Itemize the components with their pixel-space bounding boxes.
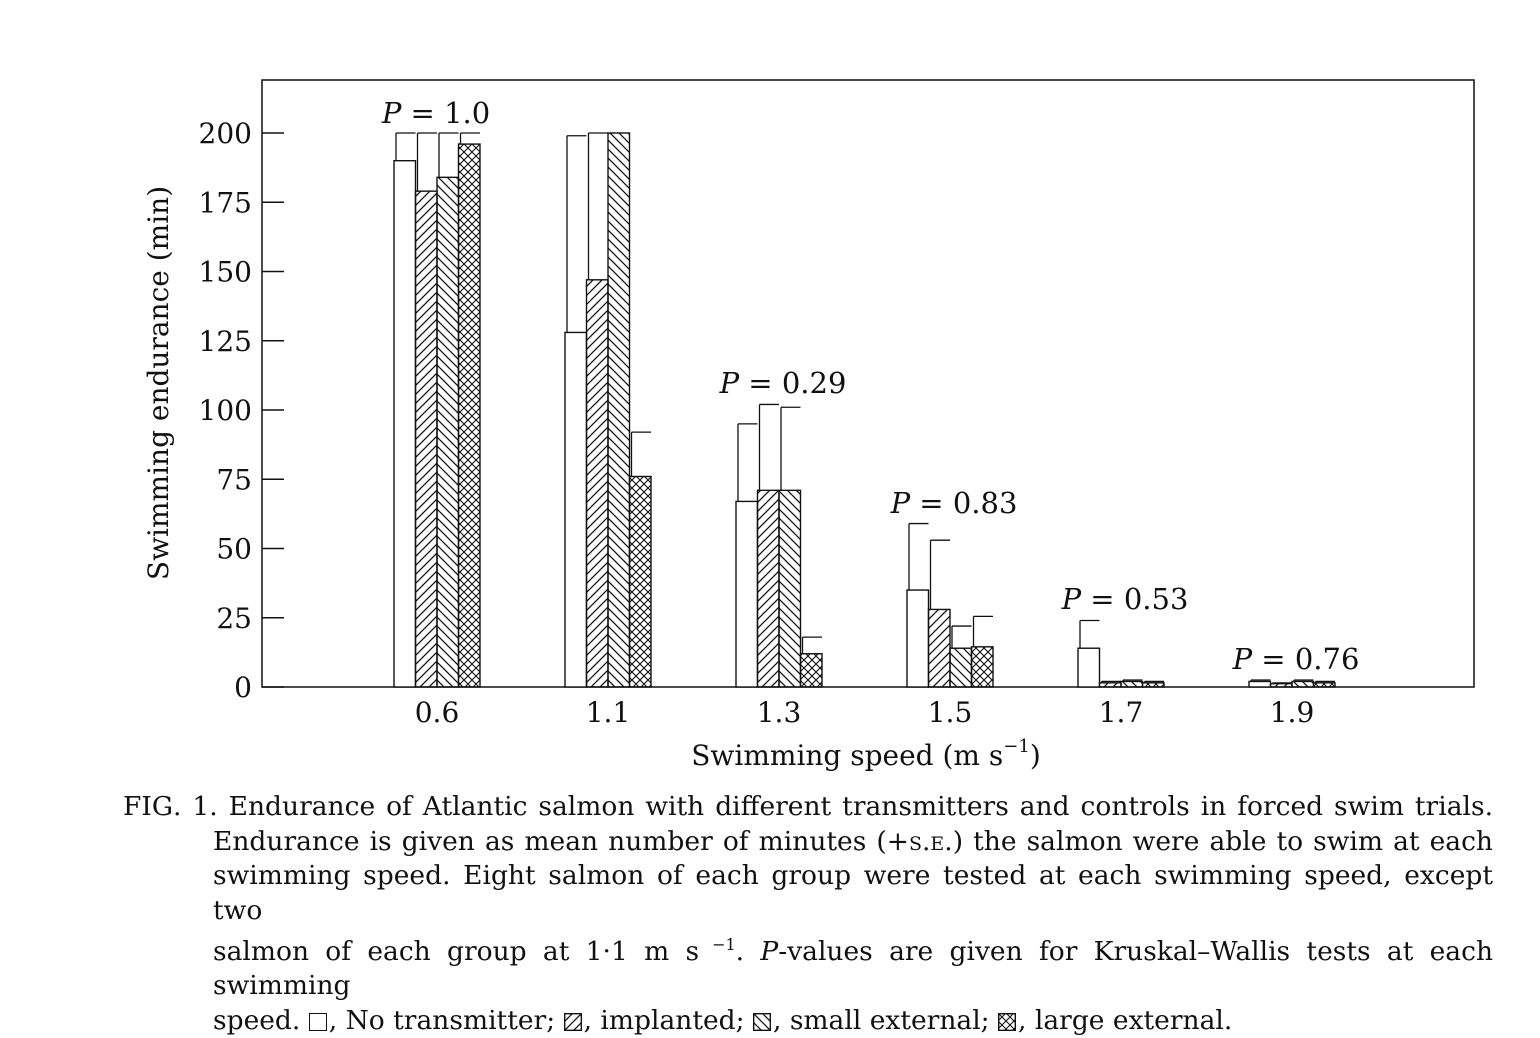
x-axis-label: Swimming speed (m s−1) (691, 736, 1041, 772)
x-tick-label: 1.3 (757, 696, 802, 729)
x-axis-label-main: Swimming speed (m s (691, 739, 1003, 772)
caption-line-1-text: . 1. Endurance of Atlantic salmon with d… (173, 791, 1493, 822)
caption-line-4-italic: P (760, 936, 778, 967)
bar-no-transmitter (1078, 648, 1100, 687)
legend-swatch-implanted (564, 1013, 582, 1031)
bar-small-external (608, 133, 630, 687)
p-value-label: P = 0.29 (719, 366, 847, 400)
x-axis-label-close: ) (1030, 739, 1041, 772)
caption-fig-smallcaps: IG (141, 791, 173, 822)
x-tick-label: 1.1 (586, 696, 631, 729)
legend-swatch-no-transmitter (309, 1013, 327, 1031)
bar-large-external (630, 476, 652, 687)
p-value-annotations: P = 1.0 P = 0.29 P = 0.83 P = 0.53 P = 0.76 (381, 96, 1360, 676)
p-value-label: P = 0.76 (1232, 642, 1360, 676)
bar-no-transmitter (394, 161, 416, 687)
bar-implanted (758, 490, 780, 687)
caption-line-2a: Endurance is given as mean number of min… (213, 826, 909, 857)
x-tick-label: 1.9 (1270, 696, 1315, 729)
y-tick-label: 75 (216, 463, 252, 496)
x-tick-label: 0.6 (415, 696, 460, 729)
x-axis-label-sup: −1 (1003, 736, 1030, 757)
caption-line-4b: . (736, 936, 761, 967)
bar-implanted (929, 609, 951, 687)
caption-line-4: salmon of each group at 1·1 m s −1. P-va… (213, 928, 1493, 1004)
bar-large-external (1314, 683, 1336, 687)
legend-no-transmitter: , No transmitter; (329, 1005, 564, 1036)
y-tick-label: 175 (199, 186, 252, 219)
bar-large-external (459, 144, 481, 687)
x-axis: 0.6 1.1 1.3 1.5 1.7 1.9 (415, 696, 1315, 729)
bar-implanted (1271, 684, 1293, 687)
bar-small-external (779, 490, 801, 687)
figure-caption: FIG. 1. Endurance of Atlantic salmon wit… (123, 790, 1493, 1038)
bar-no-transmitter (736, 501, 758, 687)
y-tick-label: 150 (199, 256, 252, 289)
legend-swatch-large-external (998, 1013, 1016, 1031)
chart: 0 25 50 75 100 125 150 175 200 0.6 1.1 1.3 1.5 1.7 1.… (0, 0, 1540, 790)
bar-large-external (801, 654, 823, 687)
bar-implanted (1100, 683, 1122, 687)
x-tick-label: 1.5 (928, 696, 973, 729)
bars (394, 133, 1335, 687)
bar-no-transmitter (1249, 681, 1271, 687)
bar-implanted (587, 280, 609, 687)
y-tick-label: 50 (216, 533, 252, 566)
caption-line-2b: ) the salmon were able to swim at each (953, 826, 1493, 857)
bar-small-external (950, 648, 972, 687)
x-tick-label: 1.7 (1099, 696, 1144, 729)
bar-large-external (972, 647, 994, 687)
y-tick-label: 0 (234, 671, 252, 704)
bar-small-external (1121, 681, 1143, 687)
y-axis-label: Swimming endurance (min) (142, 186, 175, 580)
caption-line-2: Endurance is given as mean number of min… (213, 825, 1493, 860)
caption-line-3: swimming speed. Eight salmon of each gro… (213, 859, 1493, 928)
legend-small-external: , small external; (773, 1005, 998, 1036)
bar-no-transmitter (565, 332, 587, 687)
caption-line-1: FIG. 1. Endurance of Atlantic salmon wit… (123, 790, 1493, 825)
y-axis: 0 25 50 75 100 125 150 175 200 (199, 117, 284, 704)
bar-large-external (1143, 683, 1165, 687)
y-tick-label: 100 (199, 394, 252, 427)
y-tick-label: 125 (199, 325, 252, 358)
p-value-label: P = 0.83 (890, 486, 1018, 520)
caption-line-4-sup: −1 (699, 935, 736, 954)
caption-fig-prefix: F (123, 791, 141, 822)
bar-no-transmitter (907, 590, 929, 687)
caption-line-5: speed. , No transmitter; , implanted; , … (213, 1004, 1493, 1038)
y-tick-label: 25 (216, 602, 252, 635)
caption-line-4a: salmon of each group at 1·1 m s (213, 936, 699, 967)
bar-small-external (437, 177, 459, 687)
legend-implanted: , implanted; (584, 1005, 753, 1036)
bar-small-external (1292, 681, 1314, 687)
caption-body: Endurance is given as mean number of min… (123, 825, 1493, 1038)
bar-implanted (416, 191, 438, 687)
caption-line-5a: speed. (213, 1005, 309, 1036)
y-tick-label: 200 (199, 117, 252, 150)
legend-large-external: , large external. (1018, 1005, 1232, 1036)
caption-se: s.e. (909, 826, 953, 857)
p-value-label: P = 1.0 (381, 96, 490, 130)
legend-swatch-small-external (753, 1013, 771, 1031)
p-value-label: P = 0.53 (1061, 582, 1189, 616)
